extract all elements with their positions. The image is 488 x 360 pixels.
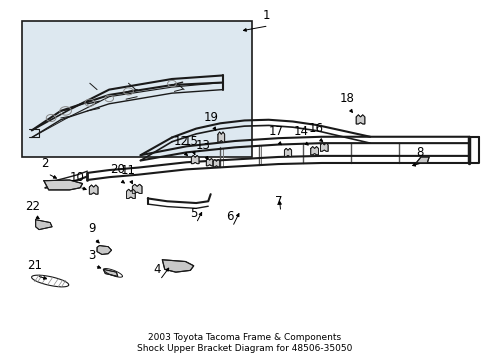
Text: 22: 22 <box>25 199 40 213</box>
Polygon shape <box>206 158 213 166</box>
Bar <box>22 21 251 157</box>
Text: 20: 20 <box>110 163 125 176</box>
Polygon shape <box>320 143 327 151</box>
Polygon shape <box>103 269 118 276</box>
Text: 14: 14 <box>293 125 308 138</box>
Text: 10: 10 <box>69 171 84 184</box>
Polygon shape <box>44 180 82 190</box>
Text: 5: 5 <box>190 207 197 220</box>
Polygon shape <box>213 159 220 167</box>
Polygon shape <box>132 184 142 193</box>
Text: 1: 1 <box>262 9 269 22</box>
Text: 21: 21 <box>27 259 41 272</box>
Text: 4: 4 <box>153 264 161 276</box>
Polygon shape <box>162 260 193 272</box>
Polygon shape <box>415 157 428 163</box>
Polygon shape <box>36 220 52 230</box>
Polygon shape <box>89 185 98 194</box>
Text: 2003 Toyota Tacoma Frame & Components: 2003 Toyota Tacoma Frame & Components <box>148 333 340 342</box>
Text: 2: 2 <box>41 157 49 170</box>
Polygon shape <box>191 156 199 164</box>
Text: 3: 3 <box>88 249 96 262</box>
Text: 17: 17 <box>268 125 283 138</box>
Text: Shock Upper Bracket Diagram for 48506-35050: Shock Upper Bracket Diagram for 48506-35… <box>137 344 351 353</box>
Text: 19: 19 <box>203 111 219 124</box>
Text: 7: 7 <box>274 195 282 208</box>
Polygon shape <box>310 147 318 155</box>
Text: 11: 11 <box>121 164 136 177</box>
Polygon shape <box>126 189 135 198</box>
Text: 6: 6 <box>226 210 233 223</box>
Text: 18: 18 <box>339 92 354 105</box>
Text: 15: 15 <box>183 135 198 148</box>
Text: 16: 16 <box>308 122 323 135</box>
Polygon shape <box>355 115 364 124</box>
Text: 13: 13 <box>196 139 210 152</box>
Polygon shape <box>97 246 111 255</box>
Text: 9: 9 <box>88 222 96 235</box>
Text: 12: 12 <box>173 135 188 148</box>
Polygon shape <box>218 132 224 142</box>
Text: 8: 8 <box>415 147 422 159</box>
Polygon shape <box>284 148 291 157</box>
